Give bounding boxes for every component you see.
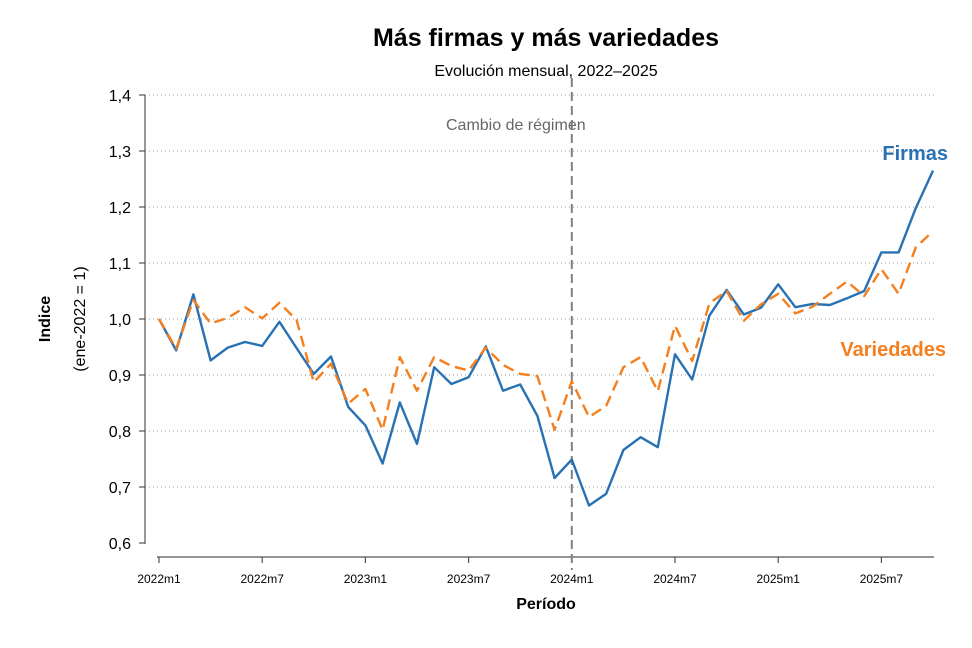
x-tick-label: 2024m7 — [653, 572, 697, 586]
y-tick-label: 0,8 — [109, 424, 131, 441]
x-axis-label: Período — [516, 596, 576, 613]
y-tick-label: 0,9 — [109, 368, 131, 385]
x-tick-label: 2025m7 — [860, 572, 904, 586]
regime-change-label: Cambio de régimen — [446, 117, 586, 134]
y-axis-ticks: 0,6 0,7 0,8 0,9 1,0 1,1 1,2 1,3 1,4 — [109, 88, 145, 553]
gridlines — [145, 94, 934, 488]
y-axis-label: Indice — [37, 296, 54, 342]
x-tick-label: 2022m1 — [137, 572, 181, 586]
x-tick-label: 2024m1 — [550, 572, 594, 586]
y-tick-label: 1,1 — [109, 256, 131, 273]
x-tick-label: 2023m1 — [344, 572, 388, 586]
axes — [144, 95, 934, 558]
y-tick-label: 0,6 — [109, 536, 131, 553]
x-tick-label: 2025m1 — [757, 572, 801, 586]
y-tick-label: 1,4 — [109, 88, 131, 105]
series-line-firmas — [157, 170, 935, 507]
series-lines — [157, 170, 935, 507]
y-tick-label: 1,3 — [109, 144, 131, 161]
y-tick-label: 1,2 — [109, 200, 131, 217]
y-axis-sublabel: (ene-2022 = 1) — [72, 266, 89, 371]
chart-title: Más firmas y más variedades — [373, 24, 719, 52]
series-label-firmas: Firmas — [882, 143, 948, 165]
x-axis-ticks: 2022m1 2022m7 2023m1 2023m7 2024m1 2024m7 2025… — [137, 557, 903, 586]
series-line-variedades — [157, 230, 934, 432]
series-label-variedades: Variedades — [840, 339, 946, 361]
x-tick-label: 2023m7 — [447, 572, 491, 586]
y-tick-label: 0,7 — [109, 480, 131, 497]
y-tick-label: 1,0 — [109, 312, 131, 329]
chart-subtitle: Evolución mensual, 2022–2025 — [434, 63, 657, 80]
x-tick-label: 2022m7 — [241, 572, 285, 586]
